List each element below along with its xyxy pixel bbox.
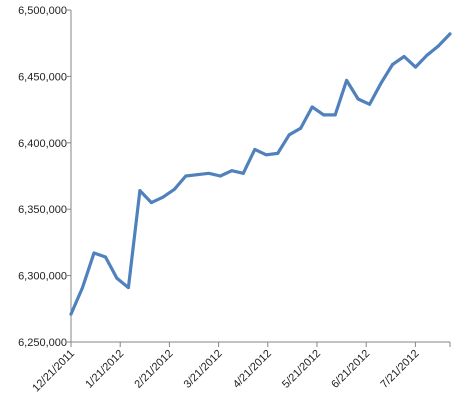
data-point: [437, 44, 441, 48]
x-tick-label: 5/21/2012: [280, 348, 323, 391]
data-point: [287, 133, 291, 137]
data-point: [310, 105, 314, 109]
x-tick-label: 6/21/2012: [329, 348, 372, 391]
x-tick-label: 7/21/2012: [378, 348, 421, 391]
y-axis: 6,250,000 6,300,000 6,350,000 6,400,000 6,45…: [18, 5, 72, 349]
data-point: [126, 286, 130, 290]
x-tick-label: 12/21/2011: [30, 348, 77, 395]
data-point: [230, 169, 234, 173]
data-point: [333, 113, 337, 117]
data-point: [184, 174, 188, 178]
y-tick-label: 6,400,000: [18, 138, 67, 150]
x-tick-label: 2/21/2012: [132, 348, 175, 391]
data-point: [391, 62, 395, 66]
data-point: [402, 54, 406, 58]
data-point: [218, 174, 222, 178]
series-line: [69, 32, 452, 316]
x-axis: 12/21/2011 1/21/2012 2/21/2012 3/21/2012 4/2…: [30, 341, 451, 395]
data-point: [80, 286, 84, 290]
data-point: [322, 113, 326, 117]
y-tick-label: 6,350,000: [18, 204, 67, 216]
data-point: [379, 81, 383, 85]
series-layer: [69, 32, 452, 316]
data-point: [345, 78, 349, 82]
y-tick-label: 6,500,000: [18, 5, 67, 17]
x-tick-label: 1/21/2012: [83, 348, 126, 391]
data-point: [368, 102, 372, 106]
data-point: [115, 276, 119, 280]
data-point: [172, 187, 176, 191]
data-point: [276, 151, 280, 155]
data-point: [356, 97, 360, 101]
data-point: [425, 53, 429, 57]
data-point: [414, 65, 418, 69]
data-point: [207, 171, 211, 175]
data-point: [448, 32, 452, 36]
data-point: [264, 153, 268, 157]
x-tick-label: 3/21/2012: [182, 348, 225, 391]
data-point: [299, 126, 303, 130]
data-point: [92, 251, 96, 255]
y-tick-label: 6,450,000: [18, 71, 67, 83]
data-point: [241, 171, 245, 175]
data-point: [149, 201, 153, 205]
y-tick-label: 6,250,000: [18, 337, 67, 349]
x-tick-label: 4/21/2012: [231, 348, 274, 391]
data-point: [103, 255, 107, 259]
data-point: [195, 173, 199, 177]
data-point: [161, 195, 165, 199]
data-point: [69, 312, 73, 316]
data-point: [138, 189, 142, 193]
data-point: [253, 147, 257, 151]
y-tick-label: 6,300,000: [18, 271, 67, 283]
